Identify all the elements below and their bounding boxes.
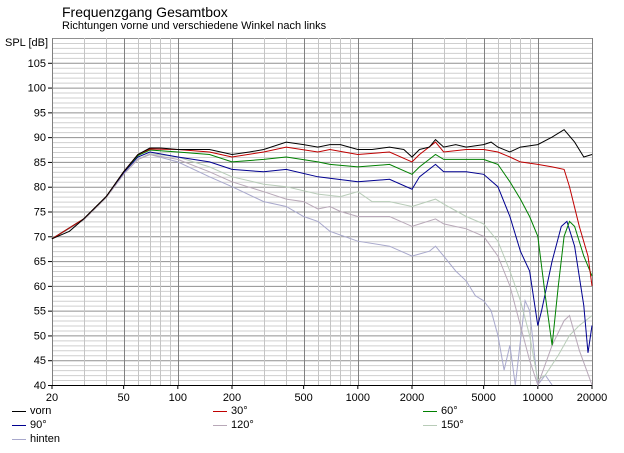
y-tick-label: 95	[34, 107, 46, 119]
series-line-90deg	[51, 151, 593, 353]
legend-label: 90°	[30, 419, 47, 431]
series-line-30deg	[51, 141, 593, 286]
x-tick-label: 1000	[346, 392, 370, 404]
x-tick-label: 10000	[523, 392, 554, 404]
legend-item: hinten	[12, 433, 60, 445]
legend-label: hinten	[30, 433, 60, 445]
legend-item: 90°	[12, 419, 47, 431]
y-tick-label: 65	[34, 256, 46, 268]
legend-swatch	[423, 410, 437, 412]
legend-swatch	[12, 424, 26, 426]
y-tick-label: 50	[34, 330, 46, 342]
legend-label: 60°	[441, 405, 458, 417]
legend-item: vorn	[12, 405, 51, 417]
y-tick-label: 85	[34, 157, 46, 169]
x-tick-label: 500	[294, 392, 312, 404]
legend-label: 150°	[441, 419, 464, 431]
y-tick-label: 60	[34, 281, 46, 293]
chart-subtitle: Richtungen vorne und verschiedene Winkel…	[62, 20, 327, 32]
legend-label: vorn	[30, 405, 52, 417]
series-line-vorn	[51, 129, 593, 240]
legend-swatch	[12, 438, 26, 440]
y-tick-label: 40	[34, 380, 46, 392]
legend-swatch	[12, 410, 26, 412]
legend-item: 150°	[423, 419, 464, 431]
x-tick-label: 2000	[400, 392, 424, 404]
y-axis-label: SPL [dB]	[5, 37, 49, 49]
legend-item: 30°	[213, 405, 248, 417]
y-tick-label: 100	[28, 83, 46, 95]
series-line-150deg	[51, 152, 593, 381]
legend-swatch	[213, 424, 227, 426]
x-tick-label: 20	[46, 392, 58, 404]
y-tick-label: 80	[34, 182, 46, 194]
x-tick-label: 20000	[577, 392, 608, 404]
y-tick-label: 105	[28, 58, 46, 70]
series-line-hinten	[51, 153, 553, 387]
legend-swatch	[213, 410, 227, 412]
y-tick-label: 70	[34, 231, 46, 243]
x-tick-label: 100	[169, 392, 187, 404]
legend-label: 120°	[231, 419, 254, 431]
x-tick-label: 200	[223, 392, 241, 404]
series-line-120deg	[51, 153, 593, 387]
x-tick-label: 50	[118, 392, 130, 404]
y-tick-label: 75	[34, 207, 46, 219]
y-tick-label: 45	[34, 355, 46, 367]
y-tick-label: 55	[34, 306, 46, 318]
legend-swatch	[423, 424, 437, 426]
x-tick-label: 5000	[471, 392, 495, 404]
series-line-60deg	[51, 149, 593, 346]
legend-item: 120°	[213, 419, 254, 431]
legend-item: 60°	[423, 405, 458, 417]
y-tick-label: 90	[34, 132, 46, 144]
legend-label: 30°	[231, 405, 248, 417]
chart-title: Frequenzgang Gesamtbox	[62, 4, 228, 20]
